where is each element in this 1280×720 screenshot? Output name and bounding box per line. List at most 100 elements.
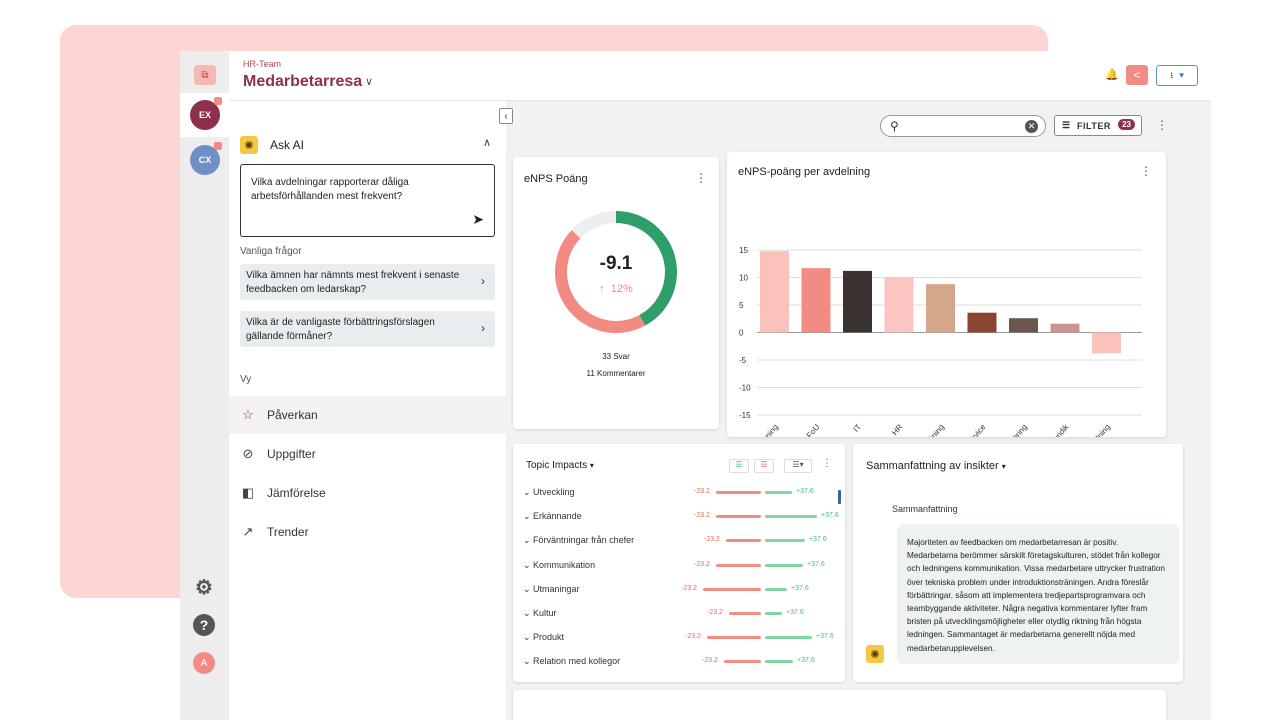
filter-label: FILTER	[1077, 121, 1111, 131]
positive-impact-bar	[765, 563, 803, 567]
nav-item-jamforelse[interactable]: ◧ Jämförelse	[229, 474, 506, 512]
positive-impact-bar	[765, 612, 782, 615]
negative-impact-bar	[716, 515, 761, 519]
positive-impact-bar	[765, 515, 817, 519]
bell-icon[interactable]: 🔔	[1105, 69, 1119, 81]
summary-subtitle: Sammanfattning	[892, 504, 958, 514]
faq-item[interactable]: Vilka är de vanligaste förbättringsförsl…	[240, 311, 495, 347]
bar-redovisning[interactable]	[760, 251, 789, 333]
faq-text: Vilka är de vanligaste förbättringsförsl…	[246, 317, 435, 342]
collapse-panel-button[interactable]: ‹	[499, 108, 513, 124]
more-vertical-icon[interactable]: ⋮	[695, 171, 707, 185]
more-vertical-icon[interactable]: ⋮	[822, 458, 832, 469]
share-icon: <	[1133, 68, 1141, 82]
x-tick-label: Kund-service	[951, 422, 988, 437]
bar-juridik[interactable]	[1050, 323, 1080, 333]
topic-row[interactable]: ⌄ Kultur -23.2 +37.6	[523, 607, 823, 621]
topic-impacts-title[interactable]: Topic Impacts ▾	[526, 460, 594, 471]
filter-button[interactable]: ☰ FILTER 23	[1054, 115, 1142, 136]
more-vertical-icon[interactable]: ⋮	[1156, 118, 1168, 132]
topic-impacts-card: Topic Impacts ▾ ☰ ☰ ☰▾ ⋮ ⌄ Utveckling -23…	[513, 444, 845, 682]
topic-label: ⌄ Kultur	[523, 608, 557, 618]
sort-negative-button[interactable]: ☰	[754, 459, 774, 473]
y-tick-label: -10	[739, 384, 751, 393]
scrollbar-thumb[interactable]	[838, 490, 841, 504]
search-input[interactable]: ⚲ ✕	[880, 115, 1046, 137]
chevron-left-icon: ‹	[504, 110, 508, 122]
topic-row[interactable]: ⌄ Kommunikation -23.2 +37.6	[523, 559, 825, 573]
topic-row[interactable]: ⌄ Utmaningar -23.2 +37.6	[523, 583, 823, 597]
settings-gear-icon[interactable]: ⚙	[195, 576, 213, 599]
workspace-cx[interactable]: CX	[190, 142, 222, 175]
chevron-down-icon: ▾	[589, 461, 594, 470]
topic-label: ⌄ Relation med kollegor	[523, 656, 621, 667]
x-tick-label: FoU	[805, 422, 822, 437]
nav-item-trender[interactable]: ↗ Trender	[229, 513, 506, 551]
enps-title: eNPS Poäng	[524, 173, 588, 185]
topic-row[interactable]: ⌄ Utveckling -23.2 +37.6	[523, 486, 823, 500]
nav-item-uppgifter[interactable]: ⊘ Uppgifter	[229, 435, 506, 473]
download-icon: ⭳	[1170, 69, 1174, 80]
topic-row[interactable]: ⌄ Förväntningar från chefer -23.2 +37.6	[523, 534, 827, 548]
sort-icon: ☰	[735, 460, 743, 469]
search-icon: ⚲	[890, 119, 899, 133]
faq-text: Vilka ämnen har nämnts mest frekvent i s…	[246, 270, 460, 295]
x-tick-label: Försäljning	[914, 423, 946, 437]
bar-ledning[interactable]	[1092, 332, 1121, 354]
bar-försäljning[interactable]	[926, 284, 955, 333]
topic-label: ⌄ Förväntningar från chefer	[523, 535, 635, 546]
avatar-initial: A	[200, 657, 208, 669]
clear-icon[interactable]: ✕	[1025, 120, 1038, 133]
y-tick-label: 5	[739, 301, 744, 310]
positive-impact-value: +37.6	[807, 560, 825, 568]
positive-impact-value: +37.6	[821, 512, 839, 520]
enps-change-value: 12%	[610, 283, 633, 295]
sort-options-button[interactable]: ☰▾	[784, 459, 812, 473]
positive-impact-bar	[765, 660, 793, 664]
enps-responses: 33 Svar	[602, 352, 630, 361]
ask-ai-header[interactable]: ✺ Ask AI ∧	[240, 136, 495, 154]
negative-impact-value: -23.2	[694, 512, 710, 520]
bar-fou[interactable]	[801, 268, 831, 333]
download-button[interactable]: ⭳ ▾	[1156, 65, 1198, 86]
positive-impact-value: +37.6	[791, 584, 809, 592]
topic-row[interactable]: ⌄ Produkt -23.2 +37.6	[523, 631, 834, 645]
bar-kundservice[interactable]	[967, 312, 997, 333]
send-icon[interactable]: ➤	[472, 211, 484, 227]
x-tick-label: Juridik	[1049, 422, 1071, 437]
page-title[interactable]: Medarbetarresa	[243, 73, 363, 90]
breadcrumb[interactable]: HR-Team	[243, 59, 282, 69]
y-tick-label: 15	[739, 246, 748, 255]
avatar[interactable]: A	[193, 652, 215, 674]
bar-hr[interactable]	[884, 276, 914, 333]
share-button[interactable]: <	[1126, 65, 1148, 85]
positive-impact-bar	[765, 491, 792, 494]
help-icon[interactable]: ?	[193, 614, 215, 636]
chevron-down-icon: ▾	[1001, 462, 1006, 471]
topic-row[interactable]: ⌄ Relation med kollegor -23.2 +37.6	[523, 655, 823, 669]
top-header: HR-Team Medarbetarresa ∨ 🔔 < ⭳ ▾	[229, 51, 1211, 101]
topic-label: ⌄ Kommunikation	[523, 559, 596, 570]
workspace-ex[interactable]: EX	[190, 97, 222, 130]
summary-title[interactable]: Sammanfattning av insikter ▾	[866, 460, 1006, 472]
sort-positive-button[interactable]: ☰	[729, 459, 749, 473]
app-logo-icon[interactable]: ⧉	[194, 65, 216, 85]
ask-ai-input[interactable]: Vilka avdelningar rapporterar dåliga arb…	[240, 164, 495, 237]
positive-impact-bar	[765, 539, 805, 543]
topic-row[interactable]: ⌄ Erkännande -23.2 +37.6	[523, 510, 839, 524]
sort-icon: ☰	[760, 460, 768, 469]
faq-item[interactable]: Vilka ämnen har nämnts mest frekvent i s…	[240, 264, 495, 300]
more-vertical-icon[interactable]: ⋮	[1140, 164, 1152, 178]
left-panel: ✺ Ask AI ∧ Vilka avdelningar rapporterar…	[229, 101, 506, 720]
bar-it[interactable]	[843, 270, 872, 333]
enps-score: -9.1	[599, 253, 633, 274]
nav-item-paverkan[interactable]: ☆ Påverkan	[229, 396, 506, 434]
chevron-down-icon[interactable]: ∨	[365, 76, 374, 88]
negative-impact-value: -23.2	[694, 560, 710, 568]
chevron-up-icon[interactable]: ∧	[482, 137, 491, 149]
x-tick-label: Marknads-föring	[985, 423, 1029, 437]
more-vertical-icon[interactable]: · · ·	[202, 190, 207, 216]
chevron-down-icon: ▾	[1179, 70, 1184, 80]
enps-card: eNPS Poäng ⋮ -9.1 ↑ 12% 33 Svar 11 Komme…	[513, 157, 719, 429]
bar-marknadsföring[interactable]	[1009, 318, 1038, 333]
